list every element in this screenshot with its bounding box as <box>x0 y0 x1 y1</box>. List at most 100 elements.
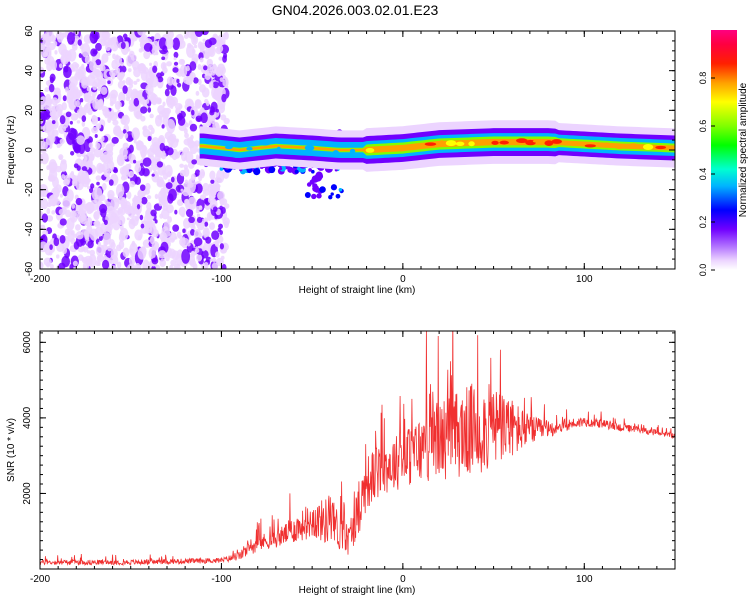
noise-speckle <box>129 248 134 253</box>
noise-speckle <box>207 196 212 203</box>
noise-speckle <box>70 104 75 110</box>
noise-speckle <box>128 153 134 162</box>
noise-speckle <box>84 230 90 240</box>
spectrogram-ytick-label: -40 <box>24 222 35 237</box>
noise-speckle <box>206 58 214 67</box>
noise-speckle <box>191 223 196 229</box>
noise-speckle <box>69 210 78 223</box>
noise-speckle <box>145 98 150 104</box>
noise-speckle <box>104 199 108 204</box>
noise-speckle <box>98 235 103 241</box>
noise-speckle <box>218 56 223 61</box>
noise-speckle <box>40 96 47 108</box>
noise-speckle <box>96 255 101 262</box>
noise-speckle <box>158 116 163 120</box>
noise-speckle <box>61 32 67 38</box>
noise-speckle <box>47 126 55 138</box>
noise-speckle <box>195 90 200 96</box>
noise-speckle <box>107 117 112 124</box>
noise-speckle <box>184 98 194 107</box>
echo-speckle <box>253 168 261 176</box>
trace-blob <box>551 139 563 144</box>
trace-blob <box>516 138 528 144</box>
noise-speckle <box>170 99 176 107</box>
noise-speckle <box>219 198 228 206</box>
noise-speckle <box>98 38 103 43</box>
noise-speckle <box>173 51 179 59</box>
trace-blob <box>246 146 253 151</box>
noise-speckle <box>75 197 83 206</box>
noise-speckle <box>219 77 224 83</box>
noise-speckle <box>183 167 190 178</box>
noise-speckle <box>95 42 102 52</box>
echo-speckle <box>319 186 326 193</box>
noise-speckle <box>166 204 174 214</box>
snr-ytick-label: 6000 <box>22 331 33 354</box>
trace-blob <box>483 139 490 145</box>
noise-speckle <box>133 194 137 200</box>
noise-speckle <box>200 112 208 124</box>
noise-speckle <box>92 93 96 99</box>
noise-speckle <box>158 250 167 259</box>
noise-speckle <box>70 150 75 156</box>
echo-speckle <box>328 194 333 200</box>
noise-speckle <box>191 34 199 46</box>
noise-speckle <box>137 235 142 241</box>
echo-speckle <box>338 187 343 192</box>
noise-speckle <box>62 95 67 102</box>
noise-speckle <box>109 100 114 107</box>
noise-speckle <box>190 134 194 140</box>
noise-speckle <box>154 193 159 200</box>
noise-speckle <box>215 251 220 258</box>
noise-speckle <box>119 147 128 158</box>
noise-speckle <box>86 250 91 254</box>
noise-speckle <box>120 62 124 67</box>
noise-speckle <box>106 223 113 232</box>
noise-speckle <box>162 67 168 74</box>
noise-speckle <box>100 86 108 95</box>
noise-speckle <box>81 166 88 172</box>
noise-speckle <box>53 41 58 47</box>
spectrogram-ytick-label: -60 <box>24 261 35 276</box>
noise-speckle <box>86 86 91 92</box>
noise-speckle <box>212 81 220 89</box>
noise-speckle <box>189 259 196 268</box>
trace-blob <box>304 145 315 151</box>
noise-speckle <box>43 257 52 267</box>
echo-speckle <box>330 184 338 191</box>
noise-speckle <box>46 31 54 43</box>
noise-speckle <box>94 133 98 138</box>
snr-ytick-label: 2000 <box>22 482 33 505</box>
noise-speckle <box>48 83 55 93</box>
noise-speckle <box>135 209 139 214</box>
noise-speckle <box>88 142 94 149</box>
noise-speckle <box>209 258 213 262</box>
noise-speckle <box>184 132 189 139</box>
noise-speckle <box>141 145 147 153</box>
noise-speckle <box>56 143 61 148</box>
noise-speckle <box>204 72 212 81</box>
noise-speckle <box>66 90 74 101</box>
noise-speckle <box>71 139 76 145</box>
noise-speckle <box>75 99 81 108</box>
spectrogram-xtick-label: 0 <box>400 274 406 285</box>
noise-speckle <box>222 79 229 87</box>
noise-speckle <box>176 78 180 84</box>
noise-speckle <box>64 57 69 62</box>
noise-speckle <box>204 98 209 104</box>
noise-speckle <box>140 115 146 122</box>
noise-speckle <box>166 147 174 156</box>
noise-speckle <box>203 229 209 237</box>
noise-speckle <box>70 113 79 121</box>
noise-speckle <box>86 185 91 190</box>
noise-speckle <box>89 31 99 44</box>
echo-speckle <box>268 166 276 174</box>
spectrogram-ytick-label: 20 <box>24 104 35 116</box>
noise-speckle <box>58 262 66 269</box>
noise-speckle <box>122 129 127 134</box>
noise-speckle <box>150 209 157 217</box>
noise-speckle <box>88 60 97 72</box>
noise-speckle <box>209 170 216 180</box>
